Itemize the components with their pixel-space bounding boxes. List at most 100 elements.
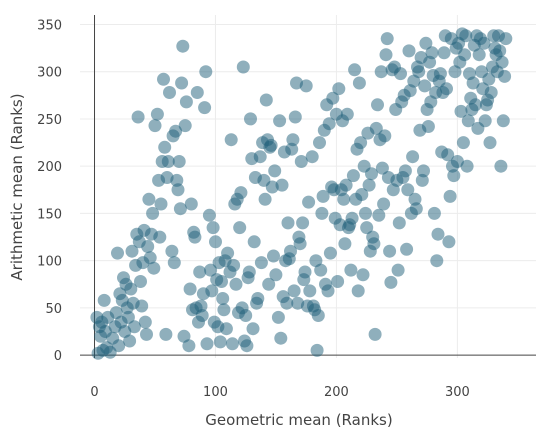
data-point <box>217 303 231 317</box>
data-point <box>372 208 386 222</box>
data-point <box>483 136 497 150</box>
data-point <box>394 67 407 81</box>
data-points <box>90 27 513 360</box>
data-point <box>240 339 254 353</box>
data-point <box>352 76 366 90</box>
data-point <box>127 320 141 334</box>
data-point <box>478 114 492 128</box>
data-point <box>402 44 416 58</box>
data-point <box>157 72 170 86</box>
data-point <box>450 155 464 168</box>
data-point <box>262 277 276 291</box>
data-point <box>346 169 360 183</box>
data-point <box>280 296 294 310</box>
data-point <box>344 263 358 277</box>
data-point <box>359 206 372 220</box>
data-point <box>469 98 482 112</box>
x-axis-title: Geometric mean (Ranks) <box>205 411 392 429</box>
data-point <box>447 169 461 183</box>
data-point <box>123 334 137 348</box>
data-point <box>331 275 345 288</box>
data-point <box>227 258 241 272</box>
data-point <box>112 339 126 353</box>
data-point <box>178 119 192 133</box>
data-point <box>477 36 491 50</box>
data-point <box>111 246 124 260</box>
data-point <box>150 107 164 121</box>
data-point <box>378 129 392 143</box>
data-point <box>198 101 212 115</box>
data-point <box>259 93 273 107</box>
axis-lines <box>80 15 536 358</box>
data-point <box>163 86 176 99</box>
data-point <box>367 237 381 251</box>
data-point <box>484 86 498 99</box>
data-point <box>158 140 172 154</box>
data-point <box>499 32 513 46</box>
y-tick-label: 300 <box>37 66 62 81</box>
y-tick-label: 0 <box>54 349 62 364</box>
data-point <box>427 206 441 220</box>
data-point <box>437 46 451 60</box>
data-point <box>124 282 138 296</box>
data-point <box>345 211 359 225</box>
data-point <box>314 263 328 277</box>
data-point <box>286 133 300 147</box>
data-point <box>258 192 272 206</box>
data-point <box>233 221 247 235</box>
data-point <box>267 249 280 263</box>
data-point <box>374 65 388 79</box>
data-point <box>299 79 313 93</box>
data-point <box>340 107 354 121</box>
y-tick-label: 350 <box>37 18 62 33</box>
data-point <box>379 48 393 62</box>
data-point <box>338 237 352 251</box>
data-point <box>440 82 453 96</box>
data-point <box>193 265 207 279</box>
data-point <box>398 164 412 178</box>
data-point <box>190 86 204 99</box>
data-point <box>409 202 423 216</box>
data-point <box>242 265 256 279</box>
x-tick-label: 0 <box>90 385 98 400</box>
data-point <box>417 164 430 178</box>
data-point <box>339 178 353 192</box>
data-point <box>316 189 330 203</box>
data-point <box>131 110 145 124</box>
y-axis-ticks: 0 50 100 150 200 250 300 350 <box>37 18 62 364</box>
data-point <box>496 114 510 128</box>
data-point <box>161 155 175 168</box>
data-point <box>298 265 312 279</box>
data-point <box>202 208 216 222</box>
data-point <box>356 268 370 282</box>
data-point <box>167 256 181 270</box>
data-point <box>229 277 243 291</box>
data-point <box>251 292 265 305</box>
data-point <box>302 195 316 209</box>
data-point <box>425 46 439 60</box>
data-point <box>332 82 346 96</box>
x-tick-label: 300 <box>445 385 470 400</box>
data-point <box>311 309 325 322</box>
data-point <box>482 72 496 86</box>
data-point <box>313 136 326 150</box>
x-axis-ticks: 0 100 200 300 <box>90 385 469 400</box>
data-point <box>415 173 429 187</box>
data-point <box>244 112 257 126</box>
data-point <box>246 322 260 336</box>
data-point <box>97 293 111 307</box>
data-point <box>293 237 307 251</box>
data-point <box>172 155 186 168</box>
x-tick-label: 200 <box>324 385 349 400</box>
data-point <box>368 327 382 341</box>
data-point <box>234 186 248 200</box>
data-point <box>419 36 433 50</box>
data-point <box>310 343 324 357</box>
data-point <box>183 282 197 296</box>
data-point <box>392 216 406 230</box>
data-point <box>204 263 218 277</box>
data-point <box>458 48 472 62</box>
data-point <box>371 98 384 112</box>
data-point <box>195 309 209 322</box>
data-point <box>498 69 512 83</box>
